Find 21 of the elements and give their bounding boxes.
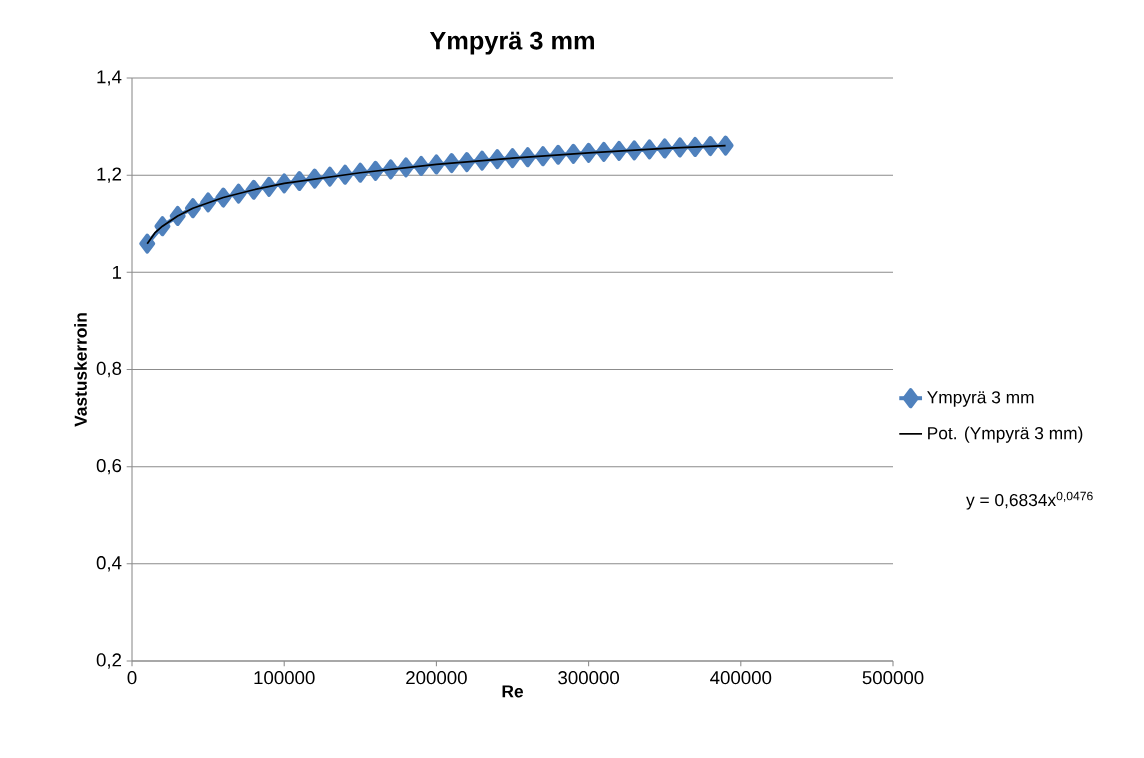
x-tick-label: 0 xyxy=(127,671,137,685)
x-tick-label: 200000 xyxy=(406,671,467,685)
chart-title: Ympyrä 3 mm xyxy=(429,31,594,55)
text: y = 0,6834x$^{0,0476}$ xyxy=(966,491,1093,510)
legend-label: Pot. (Ympyrä 3 mm) xyxy=(928,426,1083,443)
point xyxy=(717,135,734,156)
x-axis-title: Re xyxy=(502,685,523,698)
x-tick-label: 400000 xyxy=(710,671,772,685)
point xyxy=(139,233,156,254)
y-tick-label: 1,2 xyxy=(97,167,122,183)
y-tick-label: 0,4 xyxy=(96,556,122,572)
y-tick-label: 1 xyxy=(113,265,122,279)
x-tick-label: 100000 xyxy=(254,671,315,685)
x-tick-label: 300000 xyxy=(558,671,620,685)
y-tick-label: 0,6 xyxy=(96,458,122,475)
y-tick-label: 0,8 xyxy=(96,361,122,378)
x-tick-label: 500000 xyxy=(862,671,924,685)
legend-label: Ympyrä 3 mm xyxy=(927,391,1034,407)
y-axis-title: Vastuskerroin xyxy=(74,313,87,427)
y-tick-label: 1,4 xyxy=(97,70,122,86)
y-tick-label: 0,2 xyxy=(96,653,122,669)
